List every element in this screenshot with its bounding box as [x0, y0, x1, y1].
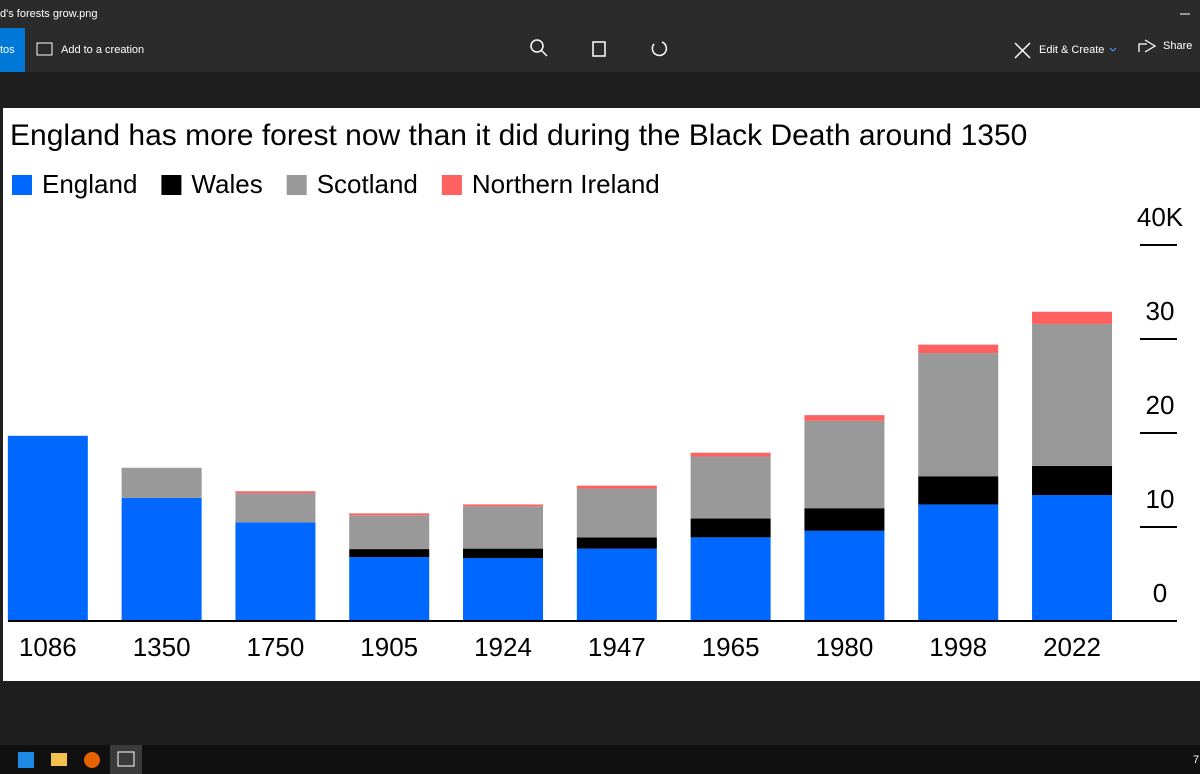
- share-label: Share: [1163, 40, 1192, 52]
- bar-segment: [918, 344, 999, 354]
- bar-segment: [918, 504, 999, 621]
- zoom-button[interactable]: [530, 39, 548, 57]
- y-tick-label: 40K: [1137, 202, 1184, 232]
- zoom-icon-handle: [540, 49, 548, 57]
- chart-title: England has more forest now than it did …: [10, 119, 1027, 152]
- rotate-button[interactable]: [651, 41, 668, 57]
- edit-create-button[interactable]: Edit & Create: [1014, 42, 1117, 59]
- bar-segment: [918, 353, 999, 477]
- y-tick-label: 30: [1146, 296, 1175, 326]
- x-tick-label: 1350: [133, 632, 191, 662]
- taskbar-explorer[interactable]: [51, 753, 67, 766]
- edit-icon: [1014, 42, 1031, 59]
- bar-segment: [576, 485, 657, 489]
- bar-segment: [349, 557, 430, 621]
- bar-segment: [463, 506, 544, 549]
- taskbar-clock: 7: [1193, 754, 1199, 766]
- photos-button[interactable]: [0, 28, 25, 72]
- bar-segment: [576, 488, 657, 538]
- legend-swatch: [12, 175, 32, 195]
- legend-swatch: [161, 175, 182, 195]
- taskbar-firefox[interactable]: [84, 752, 100, 768]
- x-tick-label: 1086: [19, 632, 77, 662]
- bar-segment: [576, 537, 657, 549]
- legend-label: Scotland: [317, 169, 418, 199]
- bar-segment: [349, 513, 430, 516]
- taskbar-app[interactable]: [18, 752, 34, 768]
- bar-segment: [1032, 311, 1113, 324]
- add-icon: [36, 42, 53, 56]
- add-to-creation-button[interactable]: Add to a creation: [36, 42, 144, 56]
- share-icon: [1138, 39, 1157, 53]
- bar-segment: [1032, 323, 1113, 466]
- y-tick-label: 20: [1146, 390, 1175, 420]
- share-button[interactable]: Share: [1138, 39, 1192, 53]
- bar-segment: [235, 493, 316, 523]
- x-tick-label: 2022: [1043, 632, 1101, 662]
- window-title: d's forests grow.png: [0, 8, 98, 20]
- bar-segment: [235, 491, 316, 494]
- chart: England has more forest now than it did …: [7, 119, 1184, 662]
- bar-segment: [7, 435, 88, 621]
- bar-segment: [576, 548, 657, 621]
- legend-label: Wales: [191, 169, 262, 199]
- bar-segment: [690, 456, 771, 519]
- bar-segment: [121, 467, 202, 498]
- bar-segment: [463, 558, 544, 621]
- bar-segment: [463, 548, 544, 559]
- legend-swatch: [286, 175, 307, 195]
- taskbar-photos[interactable]: [110, 745, 142, 774]
- x-tick-label: 1980: [816, 632, 874, 662]
- taskbar: [0, 745, 1200, 774]
- zoom-icon: [530, 39, 544, 53]
- bar-segment: [804, 530, 885, 621]
- bar-segment: [804, 415, 885, 421]
- y-tick-label: 10: [1146, 484, 1175, 514]
- x-tick-label: 1905: [360, 632, 418, 662]
- bar-segment: [1032, 465, 1113, 496]
- legend-label: Northern Ireland: [472, 169, 660, 199]
- bar-segment: [690, 518, 771, 538]
- bar-segment: [690, 537, 771, 621]
- bar-segment: [804, 420, 885, 509]
- x-tick-label: 1998: [929, 632, 987, 662]
- bar-segment: [690, 452, 771, 457]
- photos-icon: [117, 751, 135, 767]
- bar-segment: [121, 497, 202, 621]
- bar-segment: [463, 504, 544, 507]
- add-to-creation-label: Add to a creation: [61, 44, 144, 56]
- x-tick-label: 1965: [702, 632, 760, 662]
- delete-button[interactable]: [592, 41, 606, 57]
- legend-label: England: [42, 169, 137, 199]
- x-tick-label: 1750: [247, 632, 305, 662]
- x-tick-label: 1947: [588, 632, 646, 662]
- edit-create-label: Edit & Create: [1039, 44, 1104, 56]
- bar-segment: [918, 476, 999, 505]
- title-bar: [0, 0, 1200, 28]
- bar-segment: [235, 522, 316, 621]
- bar-segment: [1032, 495, 1113, 621]
- edit-dropdown-arrow: [1109, 47, 1117, 52]
- bar-segment: [349, 549, 430, 558]
- y-tick-label: 0: [1153, 578, 1167, 608]
- x-tick-label: 1924: [474, 632, 532, 662]
- bar-segment: [804, 508, 885, 531]
- toolbar: [0, 28, 1200, 72]
- bar-segment: [349, 515, 430, 550]
- legend-swatch: [441, 175, 462, 195]
- photos-button-label: tos: [0, 44, 15, 56]
